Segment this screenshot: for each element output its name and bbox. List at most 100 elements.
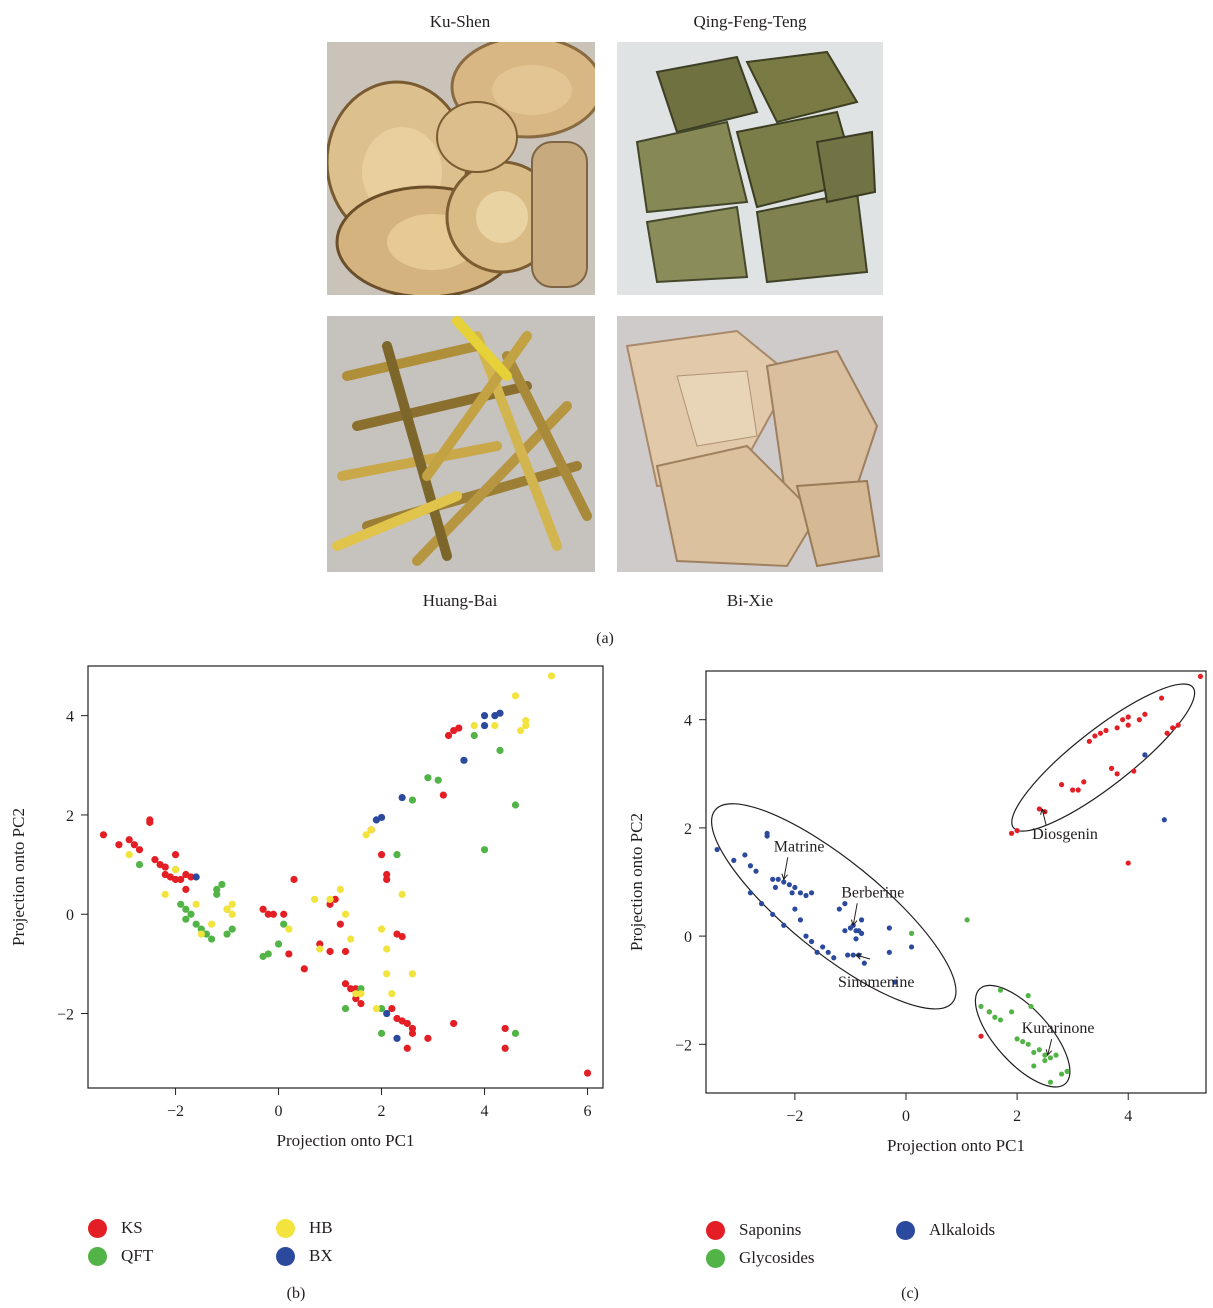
chart-c-point-alkaloids: [825, 949, 831, 955]
chart-b-point-ks: [398, 932, 406, 941]
chart-b-point-ks: [285, 950, 293, 958]
chart-c-point-saponins: [1120, 717, 1126, 723]
chart-c-point-alkaloids: [808, 938, 815, 945]
chart-b-y-tick-label: 4: [66, 709, 74, 726]
chart-b-point-qft: [192, 920, 200, 928]
chart-b-point-ks: [259, 905, 267, 913]
chart-b-point-hb: [285, 925, 293, 933]
chart-c-point-alkaloids: [770, 876, 776, 882]
chart-b-point-ks: [450, 1019, 458, 1028]
chart-b-point-hb: [367, 826, 375, 834]
chart-c-y-axis-label: Projection onto PC2: [627, 813, 646, 951]
chart-b-x-axis-label: Projection onto PC1: [277, 1131, 415, 1150]
chart-c-point-glycosides: [997, 1017, 1004, 1023]
chart-b-point-ks: [300, 965, 308, 973]
chart-c-point-saponins: [1158, 695, 1165, 701]
chart-b-point-hb: [228, 900, 236, 908]
legend-label-saponins: Saponins: [739, 1220, 802, 1239]
chart-c-point-alkaloids: [842, 901, 848, 907]
chart-b-point-ks: [501, 1044, 509, 1052]
chart-b-point-hb: [470, 721, 478, 730]
photo-label-ku-shen: Ku-Shen: [429, 12, 491, 31]
chart-b-point-hb: [522, 721, 530, 730]
chart-c-annotation-kurarinone: Kurarinone: [1022, 1020, 1095, 1037]
chart-b-point-ks: [177, 875, 185, 884]
chart-c-point-alkaloids: [789, 890, 795, 896]
qing-feng-teng-photo: [617, 42, 883, 295]
chart-c-point-saponins: [1108, 765, 1115, 771]
chart-b-point-qft: [213, 890, 221, 898]
legend-swatch-qft: [88, 1246, 107, 1266]
chart-b-point-hb: [511, 692, 520, 700]
chart-c-point-alkaloids: [747, 890, 754, 896]
chart-c-point-saponins: [1170, 725, 1176, 731]
chart-c-point-alkaloids: [803, 933, 809, 939]
chart-b-point-hb: [125, 851, 133, 859]
chart-c-annotation-arrowhead: [1045, 1049, 1053, 1057]
chart-b-x-tick-label: 0: [275, 1103, 283, 1120]
chart-b-point-qft: [496, 746, 504, 754]
chart-b-point-qft: [218, 880, 226, 889]
chart-c-point-alkaloids: [714, 846, 720, 853]
chart-b-point-hb: [228, 910, 236, 918]
chart-c-point-glycosides: [1008, 1009, 1015, 1015]
chart-c-point-saponins: [1131, 768, 1137, 774]
legend-item-qft: QFT: [88, 1246, 153, 1266]
chart-c-point-saponins: [1081, 779, 1087, 785]
chart-c-point-saponins: [1008, 830, 1015, 836]
chart-c-point-glycosides: [1025, 1041, 1031, 1047]
chart-b-point-bx: [192, 873, 200, 881]
chart-c-annotation-sinomenine: Sinomenine: [838, 974, 914, 991]
chart-c-point-saponins: [1070, 787, 1076, 793]
chart-c-point-saponins: [1092, 733, 1098, 739]
chart-b-point-ks: [269, 910, 277, 918]
chart-c-annotation-matrine: Matrine: [774, 838, 825, 855]
chart-c-point-alkaloids: [861, 960, 867, 966]
chart-c-point-alkaloids: [908, 944, 915, 950]
chart-c-cluster-ellipse: [1011, 683, 1196, 832]
chart-c-point-alkaloids: [808, 890, 815, 896]
scatter-chart-c: −2 0 2 4 −2 0 2 4 Projection onto PC1 Projection …: [627, 670, 1207, 1155]
chart-b-point-qft: [274, 940, 283, 948]
chart-b-point-ks: [403, 1019, 411, 1028]
chart-c-x-tick-label: 2: [1013, 1108, 1021, 1125]
chart-b-point-hb: [357, 990, 365, 998]
chart-c-point-glycosides: [1042, 1052, 1048, 1058]
chart-b-point-bx: [480, 721, 489, 730]
chart-b-point-ks: [347, 985, 355, 993]
chart-c-point-alkaloids: [781, 922, 787, 928]
chart-c-point-alkaloids: [797, 917, 804, 923]
chart-b-point-hb: [372, 1004, 380, 1013]
chart-c-point-saponins: [1086, 738, 1092, 744]
chart-c-point-alkaloids: [850, 952, 856, 958]
chart-c-annotation-arrow: [1041, 808, 1047, 826]
chart-c-point-alkaloids: [886, 925, 892, 931]
panel-c-letter: (c): [901, 1285, 919, 1302]
chart-c-point-saponins: [1125, 722, 1131, 728]
chart-c-annotation-arrowhead: [850, 919, 858, 927]
chart-b-x-tick-label: −2: [167, 1103, 184, 1120]
legend-item-glycosides: Glycosides: [706, 1248, 815, 1268]
chart-b-point-qft: [511, 801, 520, 809]
chart-b-point-hb: [197, 930, 205, 938]
chart-b-point-qft: [424, 774, 432, 782]
chart-c-annotation-arrowhead: [1040, 807, 1047, 815]
chart-c-annotation-arrow: [855, 954, 871, 960]
chart-b-point-ks: [455, 724, 463, 732]
chart-b-point-ks: [408, 1029, 417, 1037]
chart-c-point-saponins: [1114, 771, 1120, 777]
chart-b-point-bx: [480, 712, 489, 720]
chart-b-point-qft: [208, 935, 216, 943]
chart-c-x-tick-label: 4: [1124, 1108, 1132, 1125]
chart-c-point-glycosides: [1020, 1039, 1026, 1045]
chart-b-y-tick-label: 2: [66, 808, 74, 825]
chart-c-point-saponins: [1114, 725, 1120, 731]
chart-b-point-qft: [228, 925, 236, 933]
chart-b-point-ks: [331, 895, 339, 903]
chart-c-point-alkaloids: [886, 949, 892, 955]
chart-c-point-saponins: [1175, 722, 1181, 728]
chart-c-point-glycosides: [992, 1014, 998, 1020]
chart-b-point-ks: [439, 791, 447, 799]
chart-c-annotation-arrow: [1047, 1039, 1053, 1056]
chart-b-point-hb: [326, 895, 334, 903]
